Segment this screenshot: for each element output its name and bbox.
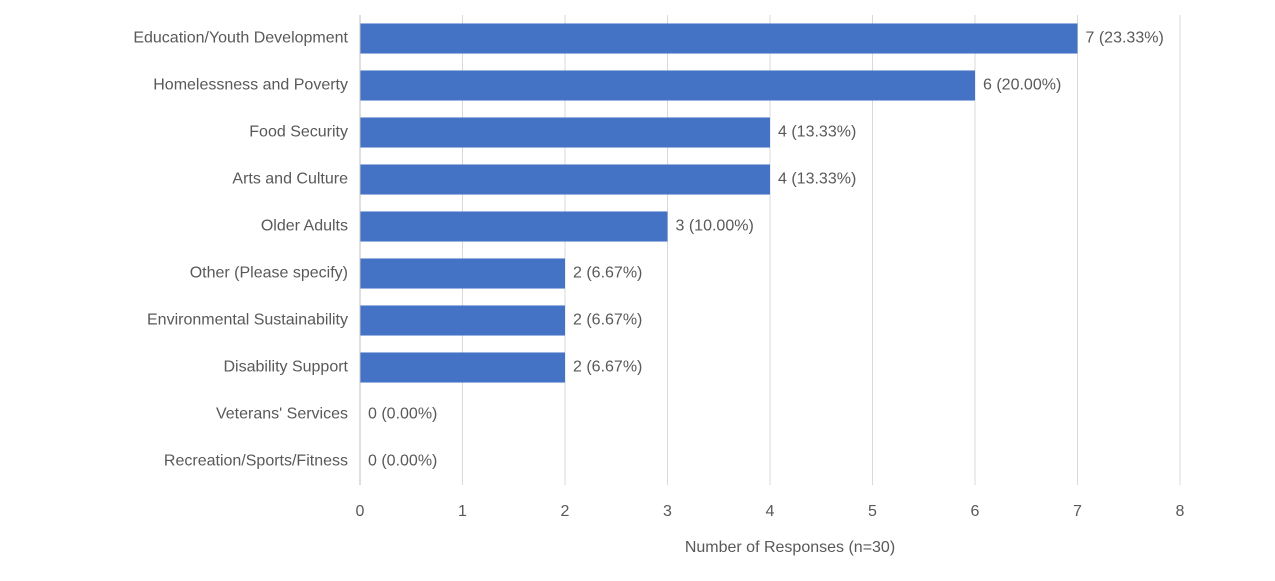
- data-label: 4 (13.33%): [778, 124, 856, 141]
- data-label: 3 (10.00%): [676, 218, 754, 235]
- data-label: 0 (0.00%): [368, 406, 437, 423]
- x-axis-title: Number of Responses (n=30): [685, 539, 895, 556]
- data-label: 7 (23.33%): [1086, 30, 1164, 47]
- bar: [360, 258, 565, 289]
- y-tick-label: Food Security: [249, 124, 348, 141]
- x-tick-label: 5: [868, 503, 877, 520]
- y-tick-label: Recreation/Sports/Fitness: [164, 453, 348, 470]
- x-tick-label: 0: [356, 503, 365, 520]
- bar: [360, 305, 565, 336]
- data-label: 2 (6.67%): [573, 312, 642, 329]
- bar: [360, 164, 770, 195]
- bar: [360, 352, 565, 383]
- y-tick-label: Environmental Sustainability: [147, 312, 348, 329]
- x-tick-label: 7: [1073, 503, 1082, 520]
- data-label: 2 (6.67%): [573, 359, 642, 376]
- data-label: 4 (13.33%): [778, 171, 856, 188]
- x-tick-label: 2: [561, 503, 570, 520]
- y-tick-label: Education/Youth Development: [133, 30, 348, 47]
- data-label: 6 (20.00%): [983, 77, 1061, 94]
- y-tick-label: Veterans' Services: [216, 406, 348, 423]
- bar: [360, 23, 1078, 54]
- y-tick-label: Disability Support: [224, 359, 349, 376]
- x-tick-label: 8: [1176, 503, 1185, 520]
- y-tick-label: Arts and Culture: [232, 171, 348, 188]
- data-label: 0 (0.00%): [368, 453, 437, 470]
- x-tick-label: 3: [663, 503, 672, 520]
- y-tick-label: Other (Please specify): [190, 265, 348, 282]
- bar: [360, 70, 975, 101]
- y-tick-label: Homelessness and Poverty: [153, 77, 348, 94]
- bar: [360, 211, 668, 242]
- x-tick-label: 4: [766, 503, 775, 520]
- x-tick-label: 1: [458, 503, 467, 520]
- data-label: 2 (6.67%): [573, 265, 642, 282]
- y-tick-label: Older Adults: [261, 218, 348, 235]
- x-tick-label: 6: [971, 503, 980, 520]
- bar: [360, 117, 770, 148]
